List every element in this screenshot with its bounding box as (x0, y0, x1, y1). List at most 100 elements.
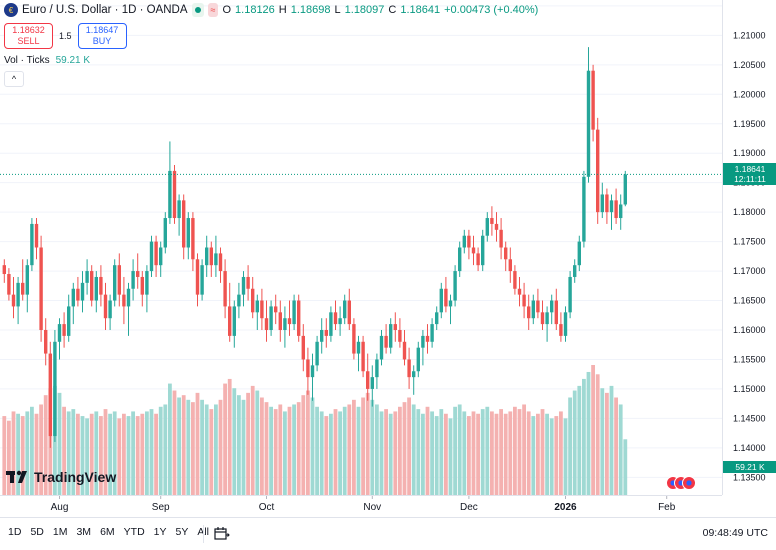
volume-bar (618, 404, 623, 495)
candle-body (540, 312, 545, 325)
volume-bar (347, 404, 352, 495)
tradingview-wordmark: TradingView (34, 469, 117, 485)
candle-body (218, 253, 223, 272)
bottom-toolbar: 1D5D1M3M6MYTD1Y5YAll 09:48:49 UTC (0, 517, 776, 550)
candle-body (375, 359, 379, 378)
symbol-title[interactable]: Euro / U.S. Dollar · 1D · OANDA (22, 4, 188, 16)
candle-body (329, 312, 333, 336)
candle-body (504, 247, 508, 260)
volume-bar (485, 406, 490, 495)
volume-bar (614, 397, 618, 495)
volume-bar (145, 411, 149, 495)
sell-price: 1.18632 (12, 25, 45, 35)
volume-bar (246, 392, 250, 495)
wave-button[interactable]: ≈ (207, 3, 219, 17)
candle-body (343, 300, 347, 319)
candle-body (333, 312, 338, 325)
volume-bar (255, 390, 260, 495)
time-scale[interactable]: Aug Sep Oct Nov Dec 2026 Feb (0, 496, 722, 518)
volume-bar (411, 404, 416, 495)
candle-body (439, 288, 443, 313)
candle-body (246, 276, 250, 289)
price-axis[interactable]: 1.210001.205001.200001.195001.190001.185… (722, 0, 776, 495)
volume-bar (356, 406, 361, 495)
candle-body (444, 288, 448, 307)
symbol-legend: € Euro / U.S. Dollar · 1D · OANDA ≈ O 1.1… (4, 3, 538, 17)
volume-bar (494, 413, 499, 495)
event-flag-icon[interactable] (682, 476, 696, 490)
volume-bar (568, 397, 572, 495)
volume-bar (112, 411, 117, 495)
volume-bar (531, 416, 536, 495)
high-label: H (278, 4, 287, 16)
volume-bar (480, 409, 485, 495)
candle-body (499, 229, 503, 248)
collapse-legend-button[interactable]: ^ (4, 71, 24, 87)
candle-body (412, 371, 416, 378)
open-label: O (222, 4, 232, 16)
volume-value: 59.21 K (55, 55, 91, 66)
range-button-3m[interactable]: 3M (76, 526, 92, 538)
price-scale[interactable]: 1.210001.205001.200001.195001.190001.185… (723, 0, 776, 495)
candle-body (48, 353, 52, 437)
candle-body (596, 129, 600, 213)
volume-bar (227, 378, 232, 495)
range-button-5d[interactable]: 5D (30, 526, 44, 538)
volume-bar (177, 397, 181, 495)
range-button-1y[interactable]: 1Y (153, 526, 167, 538)
volume-bar (135, 416, 140, 495)
candle-body (568, 276, 572, 313)
volume-bar (296, 402, 301, 495)
candle-body (260, 300, 264, 319)
candle-body (39, 247, 43, 330)
candle-body (430, 324, 434, 342)
range-button-ytd[interactable]: YTD (123, 526, 145, 538)
candle-body (131, 271, 135, 289)
volume-bar (306, 390, 310, 495)
time-tick-label: Feb (658, 502, 676, 513)
sell-label: SELL (17, 36, 40, 46)
range-button-5y[interactable]: 5Y (175, 526, 189, 538)
volume-bar (223, 383, 227, 495)
candle-body (361, 341, 365, 372)
volume-bar (595, 374, 600, 495)
candle-body (103, 294, 108, 319)
calendar-range-icon[interactable] (214, 526, 230, 540)
range-button-1d[interactable]: 1D (8, 526, 22, 538)
volume-bar (476, 413, 480, 495)
utc-clock[interactable]: 09:48:49 UTC (702, 527, 768, 539)
candle-body (416, 347, 420, 372)
buy-button[interactable]: 1.18647 BUY (77, 23, 127, 49)
sell-button[interactable]: 1.18632 SELL (4, 23, 53, 49)
chart-pane[interactable]: € Euro / U.S. Dollar · 1D · OANDA ≈ O 1.1… (0, 0, 722, 495)
candle-body (490, 218, 494, 224)
volume-bar (287, 406, 292, 495)
candle-body (605, 194, 609, 213)
volume-bar (94, 411, 99, 495)
time-axis[interactable]: Aug Sep Oct Nov Dec 2026 Feb (0, 495, 722, 517)
events-flags[interactable] (666, 476, 696, 490)
volume-bar (526, 411, 531, 495)
candle-body (44, 330, 48, 354)
candle-body (573, 265, 577, 277)
range-button-1m[interactable]: 1M (52, 526, 68, 538)
volume-bar (324, 416, 329, 495)
volume-bar (457, 404, 462, 495)
volume-bar (513, 406, 517, 495)
volume-bar (508, 411, 513, 495)
candle-body (356, 341, 361, 354)
candle-body (168, 170, 172, 219)
tradingview-logo[interactable]: TradingView (6, 469, 116, 485)
candle-body (398, 330, 402, 342)
volume-bar (536, 413, 540, 495)
range-button-6m[interactable]: 6M (100, 526, 115, 538)
volume-bar (62, 406, 66, 495)
volume-bar (117, 418, 122, 495)
price-chart[interactable] (0, 0, 722, 495)
volume-legend[interactable]: Vol · Ticks 59.21 K (4, 55, 90, 66)
candle-body (94, 276, 98, 301)
candle-body (172, 170, 177, 219)
volume-bar (439, 409, 444, 495)
volume-bar (375, 404, 379, 495)
